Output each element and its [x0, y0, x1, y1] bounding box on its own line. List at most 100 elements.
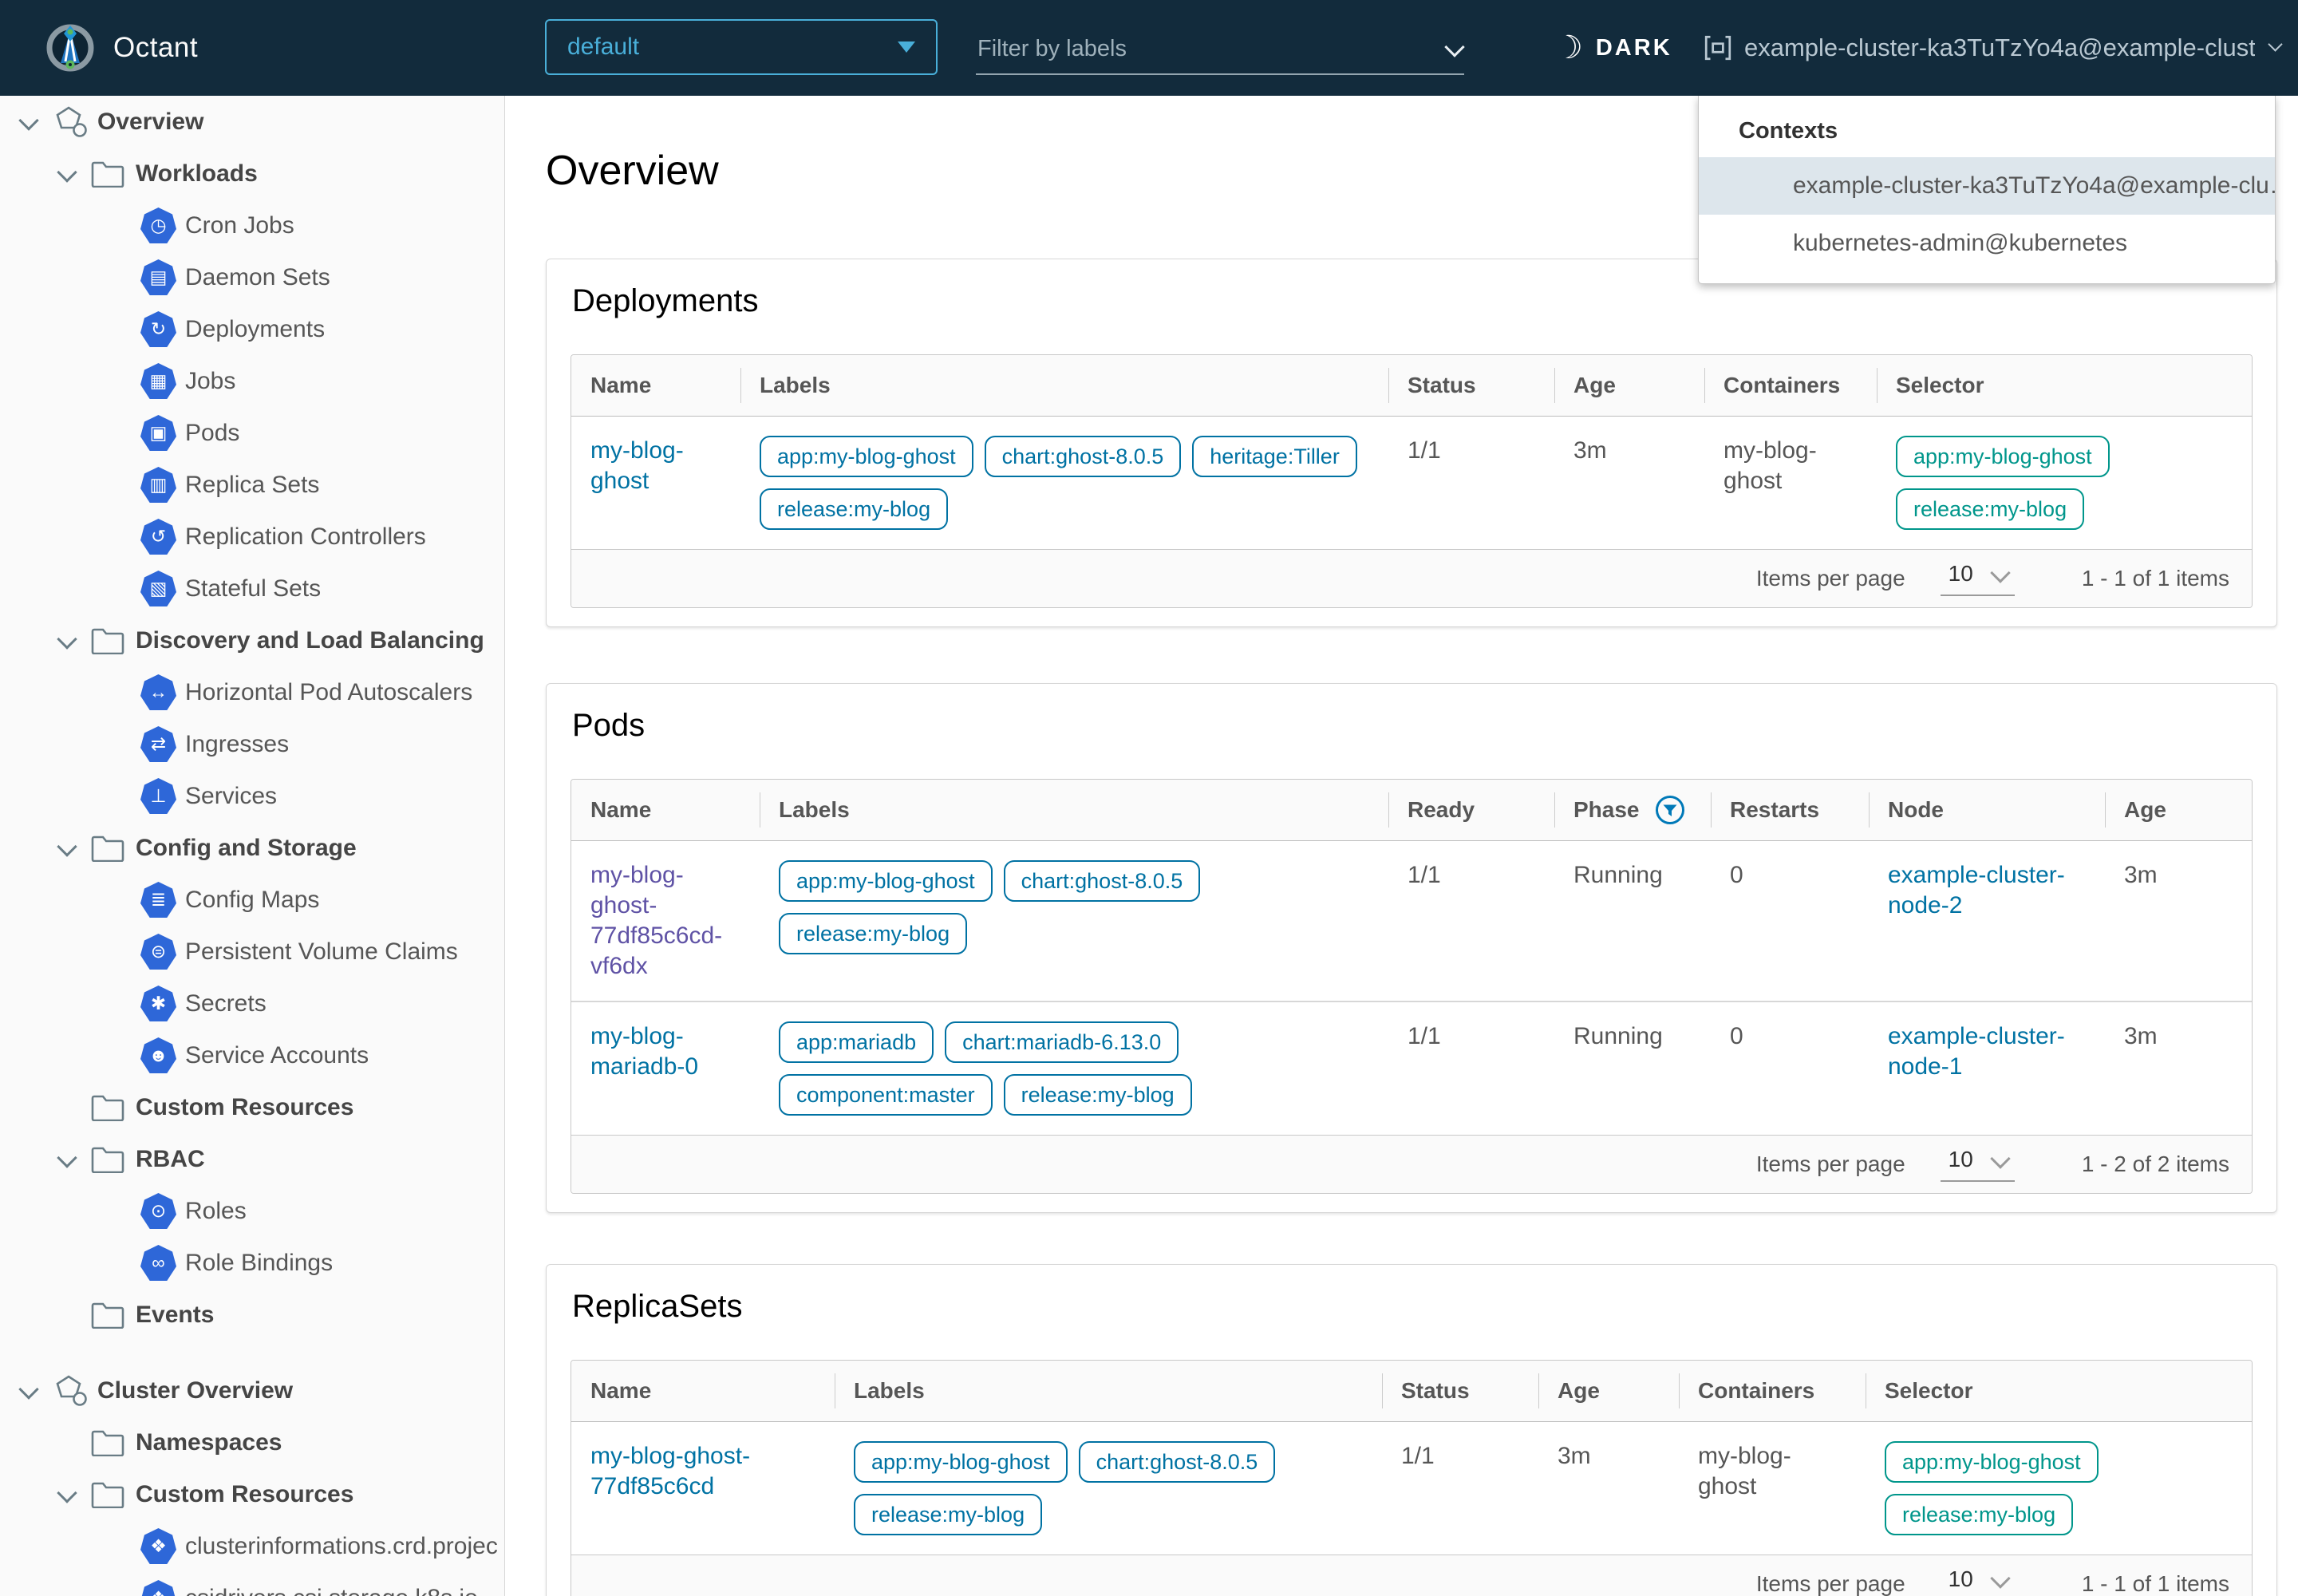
- column-header-containers: Containers: [1704, 355, 1877, 417]
- filter-icon[interactable]: [1654, 794, 1686, 826]
- chevron-down-icon[interactable]: [56, 630, 77, 651]
- sidebar-item-label: Custom Resources: [136, 1481, 353, 1508]
- sidebar-item-replication-controllers[interactable]: ↺ Replication Controllers: [0, 511, 504, 563]
- deployment-link[interactable]: my-blog-ghost: [590, 437, 684, 494]
- dark-theme-label: DARK: [1596, 35, 1672, 61]
- sidebar-item-stateful-sets[interactable]: ▧ Stateful Sets: [0, 563, 504, 614]
- sidebar-item-config-maps[interactable]: ≣ Config Maps: [0, 874, 504, 926]
- sidebar-item-pods[interactable]: ▣ Pods: [0, 407, 504, 459]
- sidebar-group-events[interactable]: Events: [0, 1289, 504, 1341]
- sidebar-item-clusterinformations[interactable]: ❖ clusterinformations.crd.projec: [0, 1520, 504, 1572]
- selector-tag: release:my-blog: [1896, 488, 2084, 530]
- column-header-age: Age: [1538, 1361, 1679, 1422]
- octant-logo-icon: [45, 22, 96, 73]
- pod-link[interactable]: my-blog-mariadb-0: [590, 1023, 698, 1080]
- sidebar-item-persistent-volume-claims[interactable]: ⊜ Persistent Volume Claims: [0, 926, 504, 978]
- column-header-containers: Containers: [1679, 1361, 1866, 1422]
- hpa-icon: ↔: [140, 674, 176, 710]
- sidebar-group-namespaces[interactable]: Namespaces: [0, 1416, 504, 1468]
- chevron-down-icon[interactable]: [56, 1484, 77, 1505]
- replicasets-table: Name Labels Status Age Containers Select…: [571, 1360, 2253, 1596]
- table-footer: Items per page 10 1 - 1 of 1 items: [571, 1555, 2252, 1596]
- sidebar-group-config-storage[interactable]: Config and Storage: [0, 822, 504, 874]
- applications-icon: [53, 105, 97, 140]
- items-per-page-value: 10: [1949, 1566, 1973, 1591]
- age-cell: 3m: [2105, 841, 2252, 1002]
- ready-cell: 1/1: [1388, 1001, 1554, 1135]
- stateful-sets-icon: ▧: [140, 571, 176, 606]
- items-per-page-select[interactable]: 10: [1941, 1566, 2015, 1596]
- sidebar-item-overview[interactable]: Overview: [0, 96, 504, 148]
- services-icon: ⊥: [140, 778, 176, 814]
- replica-sets-icon: ▥: [140, 467, 176, 503]
- sidebar-item-label: clusterinformations.crd.projec: [185, 1533, 498, 1560]
- chevron-down-icon[interactable]: [56, 1149, 77, 1170]
- folder-icon: [91, 160, 136, 188]
- sidebar-group-discovery[interactable]: Discovery and Load Balancing: [0, 614, 504, 666]
- column-header-selector: Selector: [1877, 355, 2252, 417]
- dark-theme-toggle[interactable]: ☾ DARK: [1554, 0, 1672, 96]
- sidebar-item-role-bindings[interactable]: ∞ Role Bindings: [0, 1237, 504, 1289]
- filter-by-labels-input[interactable]: [976, 35, 1443, 63]
- chevron-down-icon[interactable]: [18, 112, 38, 132]
- sidebar-item-csidrivers[interactable]: ❖ csidrivers.csi.storage.k8s.io: [0, 1572, 504, 1596]
- sidebar-item-cron-jobs[interactable]: ◷ Cron Jobs: [0, 200, 504, 251]
- sidebar-item-label: Cron Jobs: [185, 212, 294, 239]
- sidebar-item-replica-sets[interactable]: ▥ Replica Sets: [0, 459, 504, 511]
- column-header-selector: Selector: [1866, 1361, 2252, 1422]
- sidebar-group-custom-resources[interactable]: Custom Resources: [0, 1081, 504, 1133]
- pods-icon: ▣: [140, 415, 176, 451]
- sidebar-item-services[interactable]: ⊥ Services: [0, 770, 504, 822]
- table-row: my-blog-mariadb-0 app:mariadb chart:mari…: [571, 1001, 2252, 1135]
- sidebar-item-label: Jobs: [185, 368, 235, 395]
- card-title: ReplicaSets: [572, 1289, 2253, 1325]
- replication-controllers-icon: ↺: [140, 519, 176, 555]
- sidebar-item-deployments[interactable]: ↻ Deployments: [0, 303, 504, 355]
- label-tag: component:master: [779, 1074, 993, 1116]
- sidebar-item-secrets[interactable]: ✱ Secrets: [0, 978, 504, 1029]
- context-menu-item[interactable]: kubernetes-admin@kubernetes: [1699, 215, 2275, 272]
- top-bar: Octant default ☾ DARK example-cluster-ka…: [0, 0, 2298, 96]
- sidebar-item-label: Overview: [97, 109, 203, 136]
- card-title: Pods: [572, 708, 2253, 744]
- sidebar-item-horizontal-pod-autoscalers[interactable]: ↔ Horizontal Pod Autoscalers: [0, 666, 504, 718]
- column-header-phase: Phase: [1554, 780, 1711, 841]
- sidebar-item-label: Custom Resources: [136, 1094, 353, 1121]
- node-link[interactable]: example-cluster-node-1: [1888, 1023, 2065, 1080]
- pagination-range: 1 - 1 of 1 items: [2082, 1571, 2229, 1596]
- chevron-down-icon[interactable]: [56, 838, 77, 859]
- sidebar-item-daemon-sets[interactable]: ▤ Daemon Sets: [0, 251, 504, 303]
- context-menu-item[interactable]: example-cluster-ka3TuTzYo4a@example-clu…: [1699, 157, 2275, 215]
- sidebar-item-service-accounts[interactable]: ☻ Service Accounts: [0, 1029, 504, 1081]
- sidebar-item-label: Secrets: [185, 990, 267, 1017]
- sidebar-item-label: Service Accounts: [185, 1042, 369, 1069]
- sidebar-group-rbac[interactable]: RBAC: [0, 1133, 504, 1185]
- role-bindings-icon: ∞: [140, 1245, 176, 1281]
- main-content: Overview Deployments Name Labels Status …: [505, 96, 2298, 1596]
- cron-jobs-icon: ◷: [140, 207, 176, 243]
- pod-link[interactable]: my-blog-ghost-77df85c6cd-vf6dx: [590, 862, 722, 979]
- pagination-range: 1 - 2 of 2 items: [2082, 1152, 2229, 1177]
- items-per-page-select[interactable]: 10: [1941, 1147, 2015, 1182]
- sidebar-item-ingresses[interactable]: ⇄ Ingresses: [0, 718, 504, 770]
- namespace-select[interactable]: default: [545, 19, 938, 75]
- sidebar-item-roles[interactable]: ⊙ Roles: [0, 1185, 504, 1237]
- items-per-page-select[interactable]: 10: [1941, 561, 2015, 596]
- sidebar-group-cluster-custom-resources[interactable]: Custom Resources: [0, 1468, 504, 1520]
- sidebar-group-workloads[interactable]: Workloads: [0, 148, 504, 200]
- items-per-page-value: 10: [1949, 561, 1973, 586]
- node-link[interactable]: example-cluster-node-2: [1888, 862, 2065, 918]
- context-switcher[interactable]: example-cluster-ka3TuTzYo4a@example-clus…: [1703, 0, 2287, 96]
- chevron-down-icon[interactable]: [56, 164, 77, 184]
- replicaset-link[interactable]: my-blog-ghost-77df85c6cd: [590, 1443, 750, 1499]
- crd-icon: ❖: [140, 1528, 176, 1564]
- sidebar-item-jobs[interactable]: ▦ Jobs: [0, 355, 504, 407]
- deployments-icon: ↻: [140, 311, 176, 347]
- label-tag: release:my-blog: [1004, 1074, 1192, 1116]
- column-header-age: Age: [2105, 780, 2252, 841]
- sidebar-item-cluster-overview[interactable]: Cluster Overview: [0, 1365, 504, 1416]
- chevron-down-icon[interactable]: [18, 1381, 38, 1401]
- sidebar-item-label: Horizontal Pod Autoscalers: [185, 679, 472, 706]
- items-per-page-value: 10: [1949, 1147, 1973, 1171]
- chevron-down-icon[interactable]: [1443, 38, 1464, 59]
